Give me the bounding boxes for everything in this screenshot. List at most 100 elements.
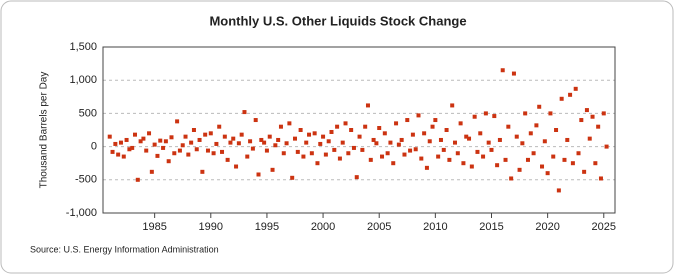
data-point: [500, 68, 505, 73]
data-point: [116, 152, 121, 157]
data-point: [113, 141, 118, 146]
data-point: [548, 111, 553, 116]
data-point: [245, 154, 250, 159]
data-point: [343, 121, 348, 126]
data-point: [573, 86, 578, 91]
data-point: [528, 131, 533, 136]
data-point: [365, 103, 370, 108]
x-tick-label: 1985: [142, 221, 166, 233]
data-point: [582, 169, 587, 174]
data-point: [307, 132, 312, 137]
data-point: [368, 157, 373, 162]
data-point: [486, 140, 491, 145]
x-tick-label: 1990: [199, 221, 223, 233]
data-point: [489, 147, 494, 152]
data-point: [340, 140, 345, 145]
chart-title: Monthly U.S. Other Liquids Stock Change: [209, 13, 466, 28]
data-point: [169, 135, 174, 140]
data-point: [172, 151, 177, 156]
data-point: [329, 129, 334, 134]
data-point: [177, 148, 182, 153]
data-point: [118, 140, 123, 145]
data-point: [568, 92, 573, 97]
data-point: [590, 114, 595, 119]
data-point: [273, 143, 278, 148]
data-point: [121, 154, 126, 159]
data-point: [290, 175, 295, 180]
data-point: [509, 176, 514, 181]
data-point: [200, 169, 205, 174]
data-point: [284, 141, 289, 146]
x-tick-label: 2000: [311, 221, 335, 233]
data-point: [281, 151, 286, 156]
data-point: [270, 167, 275, 172]
data-point: [565, 137, 570, 142]
data-point: [141, 136, 146, 141]
data-point: [248, 139, 253, 144]
data-point: [127, 147, 132, 152]
data-point: [551, 154, 556, 159]
data-point: [374, 141, 379, 146]
data-point: [587, 136, 592, 141]
data-point: [304, 140, 309, 145]
data-point: [335, 124, 340, 129]
data-point: [531, 151, 536, 156]
data-point: [497, 137, 502, 142]
data-point: [458, 121, 463, 126]
data-point: [222, 134, 227, 139]
data-point: [467, 136, 472, 141]
data-point: [478, 131, 483, 136]
x-tick-label: 2015: [479, 221, 503, 233]
data-point: [579, 118, 584, 123]
data-point: [517, 167, 522, 172]
y-tick-label: -1,000: [66, 207, 97, 219]
data-point: [276, 137, 281, 142]
data-point: [388, 140, 393, 145]
data-point: [503, 157, 508, 162]
data-point: [593, 161, 598, 166]
data-point: [416, 113, 421, 118]
data-point: [138, 139, 143, 144]
data-point: [534, 123, 539, 128]
data-point: [211, 151, 216, 156]
data-point: [354, 175, 359, 180]
data-point: [264, 148, 269, 153]
data-point: [298, 128, 303, 132]
data-point: [166, 159, 171, 164]
data-point: [228, 140, 233, 145]
data-point: [438, 137, 443, 142]
data-point: [194, 147, 199, 152]
data-point: [360, 147, 365, 152]
data-point: [419, 156, 424, 161]
data-point: [481, 154, 486, 159]
data-point: [447, 157, 452, 162]
data-point: [540, 164, 545, 169]
data-point: [430, 124, 435, 129]
data-point: [293, 136, 297, 141]
data-point: [253, 118, 258, 123]
data-point: [424, 165, 429, 170]
data-point: [186, 152, 191, 157]
data-point: [380, 154, 385, 159]
data-point: [514, 134, 519, 139]
data-point: [197, 137, 202, 142]
data-point: [133, 132, 137, 137]
data-point: [346, 151, 351, 156]
data-point: [250, 146, 255, 151]
data-point: [382, 131, 387, 136]
data-point: [130, 145, 135, 150]
data-point: [453, 140, 457, 145]
data-point: [242, 110, 247, 115]
x-tick-label: 2020: [535, 221, 559, 233]
x-tick-label: 2005: [367, 221, 391, 233]
data-point: [559, 96, 564, 101]
data-point: [506, 124, 511, 129]
data-point: [175, 119, 180, 124]
data-point: [357, 134, 362, 139]
data-point: [576, 151, 581, 156]
data-point: [410, 132, 415, 137]
data-point: [163, 139, 168, 144]
data-point: [135, 177, 140, 182]
data-point: [191, 128, 196, 132]
data-point: [427, 139, 432, 144]
